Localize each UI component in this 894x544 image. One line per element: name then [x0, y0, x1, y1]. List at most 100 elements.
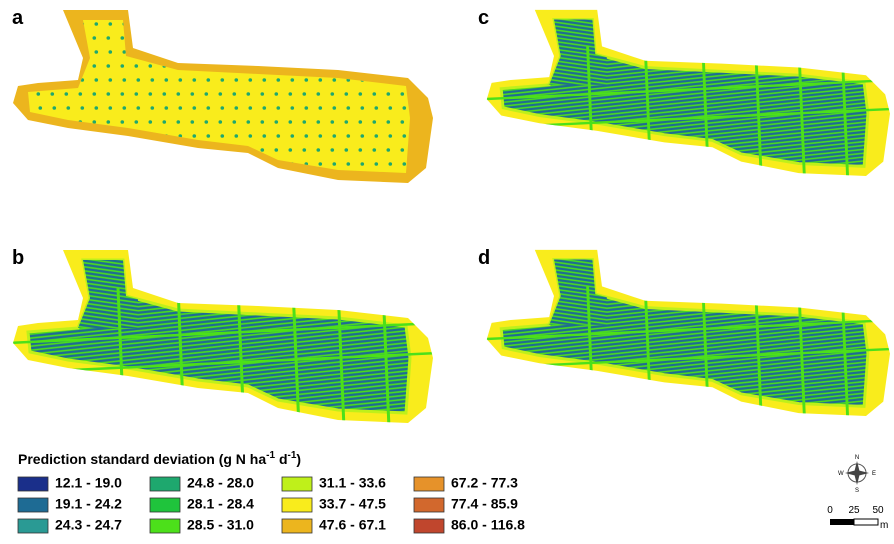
sample-point: [178, 22, 183, 26]
sample-point: [38, 134, 43, 138]
sample-point: [164, 50, 169, 54]
sample-point: [148, 36, 153, 40]
sample-point: [38, 106, 43, 110]
legend-title: Prediction standard deviation (g N ha-1 …: [18, 450, 301, 467]
sample-point: [220, 78, 225, 82]
sample-point: [80, 106, 85, 110]
sample-point: [36, 176, 40, 180]
track: [486, 78, 891, 101]
sample-point: [218, 92, 223, 96]
sample-point: [134, 92, 139, 96]
sample-point: [78, 148, 83, 152]
sample-point: [346, 106, 351, 110]
scale-tick-label: 0: [827, 505, 833, 516]
sample-point: [122, 78, 127, 82]
sample-point: [400, 64, 405, 68]
sample-point: [274, 120, 279, 124]
legend-swatch: [17, 476, 49, 492]
sample-point: [318, 50, 323, 54]
sample-point: [190, 120, 195, 124]
sample-point: [94, 162, 99, 166]
legend-label: 12.1 - 19.0: [55, 475, 122, 491]
sample-point: [332, 106, 337, 110]
sample-point: [288, 64, 293, 68]
sample-point: [234, 106, 239, 110]
sample-point: [80, 134, 85, 138]
sample-point: [316, 176, 320, 180]
sample-point: [234, 134, 239, 138]
sample-point: [358, 64, 363, 68]
legend-label: 24.3 - 24.7: [55, 517, 122, 533]
sample-point: [304, 78, 309, 82]
field-rows: [486, 258, 891, 417]
sample-point: [108, 50, 113, 54]
legend-swatch: [413, 497, 445, 513]
sample-point: [176, 36, 181, 40]
sample-point: [276, 106, 281, 110]
compass-e: E: [872, 471, 876, 477]
sample-point: [262, 50, 267, 54]
sample-point: [108, 78, 113, 82]
sample-point: [330, 120, 335, 124]
sample-point: [178, 162, 183, 166]
legend-label: 33.7 - 47.5: [319, 496, 386, 512]
sample-point: [332, 162, 337, 166]
sample-point: [274, 92, 279, 96]
sample-point: [246, 176, 250, 180]
sample-point: [122, 106, 127, 110]
sample-point: [344, 148, 349, 152]
scale-bar: 0 25 50 m: [827, 505, 888, 531]
sample-point: [148, 176, 152, 180]
sample-point: [414, 36, 418, 40]
sample-point: [288, 120, 293, 124]
sample-point: [150, 162, 155, 166]
sample-point: [190, 148, 195, 152]
track: [486, 318, 891, 341]
track: [754, 46, 763, 177]
sample-point: [260, 36, 265, 40]
sample-point: [374, 162, 379, 166]
sample-point: [346, 50, 351, 54]
sample-point: [92, 36, 97, 40]
sample-point: [332, 78, 337, 82]
sample-point: [416, 78, 420, 82]
sample-point: [386, 148, 391, 152]
sample-point: [106, 120, 111, 124]
sample-point: [262, 106, 267, 110]
sample-point: [318, 134, 323, 138]
sample-point: [206, 134, 211, 138]
sample-point: [274, 176, 278, 180]
sample-point: [388, 106, 393, 110]
sample-point: [122, 50, 127, 54]
sample-point: [414, 64, 418, 68]
sample-point: [92, 176, 96, 180]
legend-swatch: [149, 518, 181, 534]
sample-point: [344, 92, 349, 96]
sample-point: [204, 120, 209, 124]
sample-point: [288, 176, 292, 180]
sample-point: [288, 92, 293, 96]
sample-point: [64, 36, 69, 40]
sample-point: [52, 22, 57, 26]
sample-point: [38, 78, 43, 82]
sample-point: [92, 148, 97, 152]
compass: N E S W: [838, 455, 876, 494]
sample-point: [192, 162, 197, 166]
sample-point: [304, 50, 309, 54]
sample-point: [148, 92, 153, 96]
track: [13, 321, 433, 345]
sample-point: [164, 78, 169, 82]
track: [291, 287, 301, 423]
sample-point: [248, 78, 253, 82]
sample-point: [288, 36, 293, 40]
sample-point: [400, 92, 405, 96]
sample-point: [52, 106, 57, 110]
sample-point: [150, 22, 155, 26]
sample-point: [78, 176, 82, 180]
sample-point: [360, 162, 365, 166]
sample-point: [302, 92, 307, 96]
sample-point: [192, 78, 197, 82]
sample-point: [318, 78, 323, 82]
legend-swatch: [17, 518, 49, 534]
sample-point: [288, 148, 293, 152]
